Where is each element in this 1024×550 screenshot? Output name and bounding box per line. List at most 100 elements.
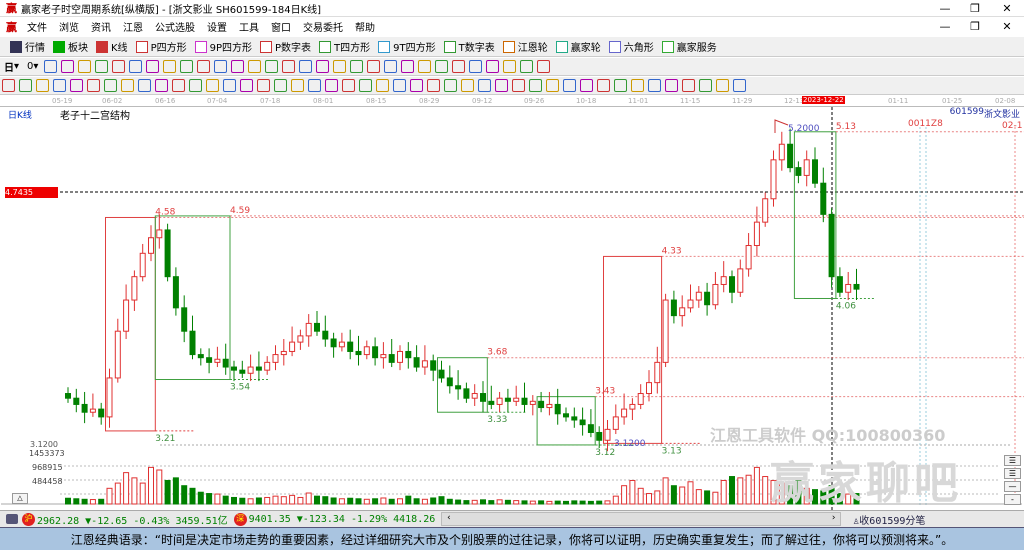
tool-icon[interactable] — [265, 60, 279, 73]
tool-icon[interactable] — [716, 79, 729, 92]
tool-icon[interactable] — [197, 60, 211, 73]
tool-icon[interactable] — [580, 79, 593, 92]
tool-icon[interactable] — [486, 60, 500, 73]
toolbar-button[interactable]: 9T四方形 — [378, 39, 436, 54]
tool-icon[interactable] — [36, 79, 49, 92]
tool-icon[interactable] — [495, 79, 508, 92]
tool-icon[interactable] — [469, 60, 483, 73]
tool-icon[interactable] — [520, 60, 534, 73]
scroll-right-icon[interactable]: › — [830, 513, 837, 523]
tool-icon[interactable] — [461, 79, 474, 92]
toolbar-button[interactable]: K线 — [96, 39, 128, 54]
mdi-restore-button[interactable]: ❐ — [970, 20, 980, 33]
tool-icon[interactable] — [240, 79, 253, 92]
menu-item[interactable]: 资讯 — [91, 23, 111, 34]
tool-icon[interactable] — [291, 79, 304, 92]
tool-icon[interactable] — [537, 60, 551, 73]
tool-icon[interactable] — [172, 79, 185, 92]
tool-icon[interactable] — [384, 60, 398, 73]
tool-icon[interactable] — [104, 79, 117, 92]
toolbar-button[interactable]: P四方形 — [135, 39, 187, 54]
tool-icon[interactable] — [546, 79, 559, 92]
tool-icon[interactable] — [146, 60, 160, 73]
tool-icon[interactable] — [631, 79, 644, 92]
menu-item[interactable]: 窗口 — [271, 23, 291, 34]
tool-icon[interactable] — [78, 60, 92, 73]
panel-button[interactable]: — — [1004, 481, 1021, 492]
tool-icon[interactable] — [19, 79, 32, 92]
tool-icon[interactable] — [512, 79, 525, 92]
tool-icon[interactable] — [359, 79, 372, 92]
tool-icon[interactable] — [223, 79, 236, 92]
tool-icon[interactable] — [393, 79, 406, 92]
toolbar-button[interactable]: 板块 — [53, 39, 88, 54]
toolbar-button[interactable]: 行情 — [10, 39, 45, 54]
tool-icon[interactable] — [231, 60, 245, 73]
kline-chart[interactable]: 4.58 3.21 4.59 3.54 3.68 3.33 3.43 3.12 4.33 3.13… — [0, 107, 1024, 510]
toolbar-button[interactable]: T数字表 — [443, 39, 495, 54]
close-button[interactable]: ✕ — [1002, 2, 1012, 15]
tool-icon[interactable] — [648, 79, 661, 92]
menu-item[interactable]: 帮助 — [355, 23, 375, 34]
quote-board-icon[interactable] — [6, 514, 18, 524]
toolbar-button[interactable]: 六角形 — [608, 39, 654, 54]
tool-icon[interactable] — [138, 79, 151, 92]
tool-icon[interactable] — [325, 79, 338, 92]
period-selector[interactable]: 日 ▾ — [4, 61, 20, 74]
tool-icon[interactable] — [614, 79, 627, 92]
tool-icon[interactable] — [376, 79, 389, 92]
panel-button[interactable]: - — [1004, 494, 1021, 505]
toolbar-button[interactable]: P数字表 — [260, 39, 311, 54]
tool-icon[interactable] — [733, 79, 746, 92]
tool-icon[interactable] — [478, 79, 491, 92]
toolbar-button[interactable]: 9P四方形 — [194, 39, 252, 54]
panel-button[interactable]: ☰ — [1004, 468, 1021, 479]
tool-icon[interactable] — [206, 79, 219, 92]
chart-canvas[interactable]: 4.58 3.21 4.59 3.54 3.68 3.33 3.43 3.12 4.33 3.13… — [0, 107, 1024, 510]
tool-icon[interactable] — [180, 60, 194, 73]
tool-icon[interactable] — [155, 79, 168, 92]
tool-icon[interactable] — [70, 79, 83, 92]
tool-icon[interactable] — [87, 79, 100, 92]
mdi-close-button[interactable]: ✕ — [1002, 20, 1012, 33]
tool-icon[interactable] — [44, 60, 58, 73]
tool-icon[interactable] — [435, 60, 449, 73]
tool-icon[interactable] — [427, 79, 440, 92]
tool-icon[interactable] — [401, 60, 415, 73]
menu-item[interactable]: 设置 — [207, 23, 227, 34]
minimize-button[interactable]: — — [939, 2, 951, 15]
tool-icon[interactable] — [699, 79, 712, 92]
tool-icon[interactable] — [274, 79, 287, 92]
tool-icon[interactable] — [444, 79, 457, 92]
tool-icon[interactable] — [503, 60, 517, 73]
tool-icon[interactable] — [410, 79, 423, 92]
tool-icon[interactable] — [665, 79, 678, 92]
tool-icon[interactable] — [308, 79, 321, 92]
toolbar-button[interactable]: 赢家轮 — [555, 39, 601, 54]
tool-icon[interactable] — [189, 79, 202, 92]
scroll-left-icon[interactable]: ‹ — [446, 513, 452, 523]
tool-icon[interactable] — [53, 79, 66, 92]
menu-item[interactable]: 工具 — [239, 23, 259, 34]
tool-icon[interactable] — [342, 79, 355, 92]
mdi-minimize-button[interactable]: — — [939, 20, 951, 33]
tool-icon[interactable] — [563, 79, 576, 92]
menu-item[interactable]: 文件 — [27, 23, 47, 34]
tool-icon[interactable] — [214, 60, 228, 73]
tool-icon[interactable] — [299, 60, 313, 73]
toolbar-button[interactable]: 江恩轮 — [502, 39, 548, 54]
tool-icon[interactable] — [333, 60, 347, 73]
tick-data-link[interactable]: ♙收601599分笔 — [853, 515, 926, 527]
tool-icon[interactable] — [163, 60, 177, 73]
collapse-button[interactable]: △ — [12, 493, 28, 504]
tool-icon[interactable] — [529, 79, 542, 92]
tool-icon[interactable] — [682, 79, 695, 92]
shenzhen-index[interactable]: 9401.35 ▼-123.34 -1.29% 4418.26 — [248, 513, 436, 525]
tool-icon[interactable] — [282, 60, 296, 73]
toolbar-button[interactable]: T四方形 — [319, 39, 370, 54]
menu-item[interactable]: 交易委托 — [303, 23, 343, 34]
tool-icon[interactable] — [95, 60, 109, 73]
tool-icon[interactable] — [2, 79, 15, 92]
tool-icon[interactable] — [129, 60, 143, 73]
menu-item[interactable]: 浏览 — [59, 23, 79, 34]
